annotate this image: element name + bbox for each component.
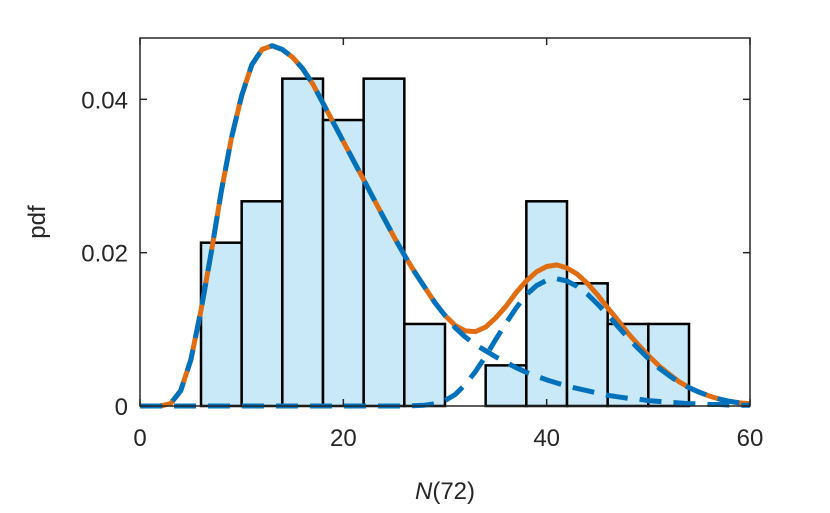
x-tick-label: 20: [330, 425, 357, 452]
y-tick-label: 0.04: [81, 87, 128, 114]
histogram-bar: [321, 118, 365, 408]
histogram-bar: [240, 200, 284, 408]
plot-frame: [139, 37, 751, 407]
x-axis-label: N(72): [415, 478, 475, 505]
x-tick-label: 40: [533, 425, 560, 452]
y-tick-label: 0.02: [81, 241, 128, 268]
x-axis-label-rest: (72): [432, 478, 475, 505]
tick-labels: 0 20 40 60 0 0.02 0.04: [81, 87, 763, 452]
dashed-component-curve: [140, 276, 751, 409]
y-axis-label: pdf: [24, 205, 51, 239]
y-tick-label: 0: [115, 394, 128, 421]
axis-ticks: [139, 38, 751, 407]
histogram-bar: [525, 200, 569, 408]
histogram-bar: [647, 322, 691, 408]
dashed-component-curve: [140, 43, 750, 409]
histogram-bar: [403, 322, 447, 408]
x-axis-label-italic: N: [415, 478, 433, 505]
histogram-bar: [281, 77, 325, 408]
density-curves: [140, 43, 751, 409]
x-tick-label: 60: [737, 425, 764, 452]
x-tick-label: 0: [133, 425, 146, 452]
histogram-bars: [199, 77, 691, 408]
